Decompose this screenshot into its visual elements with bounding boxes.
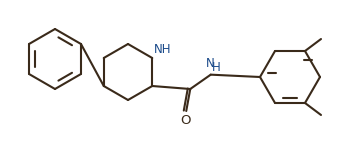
- Text: H: H: [212, 61, 221, 74]
- Text: NH: NH: [154, 43, 172, 56]
- Text: O: O: [180, 114, 190, 127]
- Text: N: N: [206, 57, 215, 70]
